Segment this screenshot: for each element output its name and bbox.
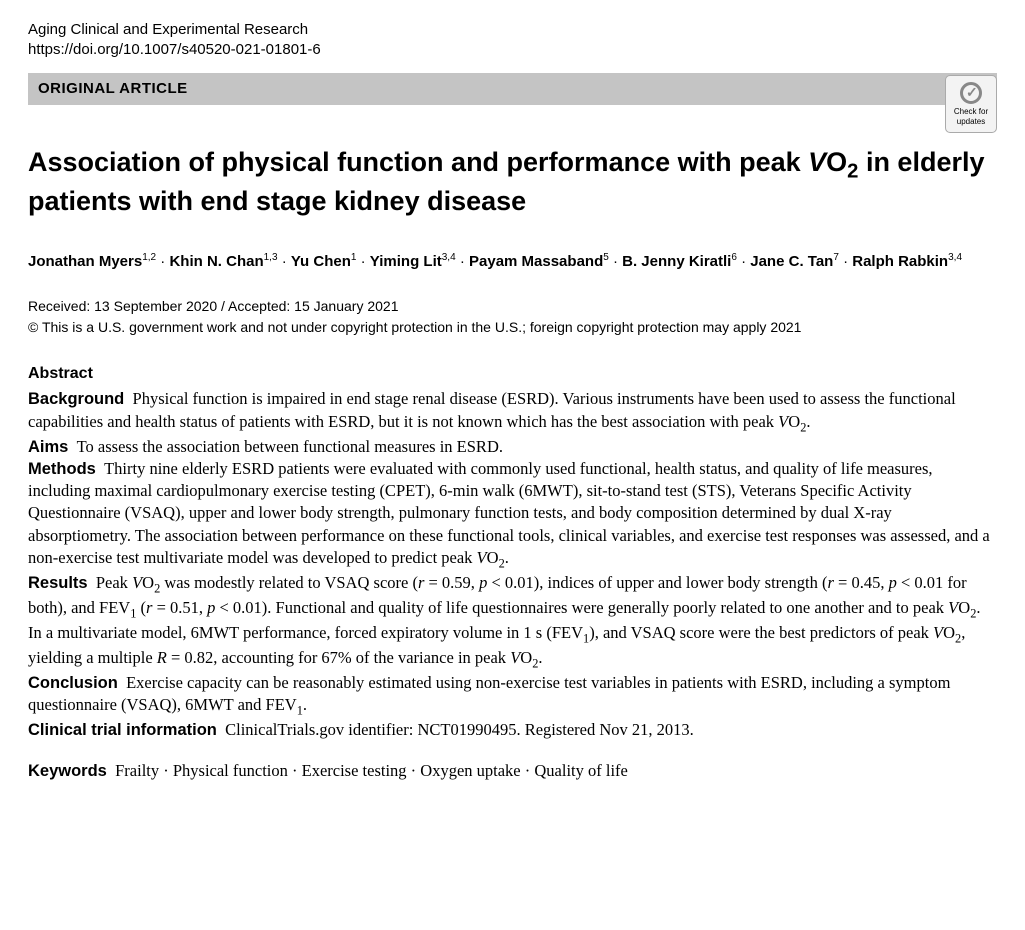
author-separator: ·: [356, 253, 369, 270]
check-updates-icon: [960, 82, 982, 104]
journal-header: Aging Clinical and Experimental Research…: [28, 20, 997, 61]
author-separator: ·: [456, 253, 469, 270]
abstract-background: Background Physical function is impaired…: [28, 388, 997, 435]
copyright-line: © This is a U.S. government work and not…: [28, 318, 997, 337]
abstract-block: Abstract Background Physical function is…: [28, 363, 997, 782]
accepted-date: Accepted: 15 January 2021: [228, 298, 398, 314]
author-affiliation: 1,2: [142, 252, 156, 263]
doi-link[interactable]: https://doi.org/10.1007/s40520-021-01801…: [28, 40, 997, 60]
author: Yiming Lit3,4: [370, 253, 456, 270]
author: Ralph Rabkin3,4: [852, 253, 962, 270]
keywords-list: Frailty · Physical function · Exercise t…: [115, 761, 628, 780]
received-date: Received: 13 September 2020: [28, 298, 217, 314]
article-title-block: Association of physical function and per…: [28, 145, 997, 220]
author-separator: ·: [737, 253, 750, 270]
author-separator: ·: [609, 253, 622, 270]
abstract-heading: Abstract: [28, 363, 997, 385]
author: Jonathan Myers1,2: [28, 253, 156, 270]
journal-name: Aging Clinical and Experimental Research: [28, 20, 997, 40]
author: B. Jenny Kiratli6: [622, 253, 737, 270]
article-type-bar: ORIGINAL ARTICLE: [28, 73, 997, 105]
author: Payam Massaband5: [469, 253, 609, 270]
author: Khin N. Chan1,3: [169, 253, 277, 270]
author-separator: ·: [156, 253, 169, 270]
author-separator: ·: [278, 253, 291, 270]
author-separator: ·: [839, 253, 852, 270]
author: Yu Chen1: [291, 253, 357, 270]
author: Jane C. Tan7: [750, 253, 839, 270]
abstract-methods: Methods Thirty nine elderly ESRD patient…: [28, 458, 997, 572]
author-affiliation: 3,4: [442, 252, 456, 263]
abstract-trial-info: Clinical trial information ClinicalTrial…: [28, 719, 997, 741]
keywords-line: Keywords Frailty · Physical function · E…: [28, 760, 997, 782]
abstract-conclusion: Conclusion Exercise capacity can be reas…: [28, 672, 997, 719]
article-type-label: ORIGINAL ARTICLE: [38, 80, 188, 97]
author-affiliation: 1,3: [264, 252, 278, 263]
authors-list: Jonathan Myers1,2 · Khin N. Chan1,3 · Yu…: [28, 250, 997, 274]
article-title: Association of physical function and per…: [28, 145, 997, 220]
author-affiliation: 3,4: [948, 252, 962, 263]
check-updates-label: Check for updates: [954, 107, 988, 127]
check-updates-badge[interactable]: Check for updates: [945, 75, 997, 133]
dates-line: Received: 13 September 2020 / Accepted: …: [28, 297, 997, 316]
abstract-results: Results Peak VO2 was modestly related to…: [28, 572, 997, 672]
abstract-aims: Aims To assess the association between f…: [28, 436, 997, 458]
